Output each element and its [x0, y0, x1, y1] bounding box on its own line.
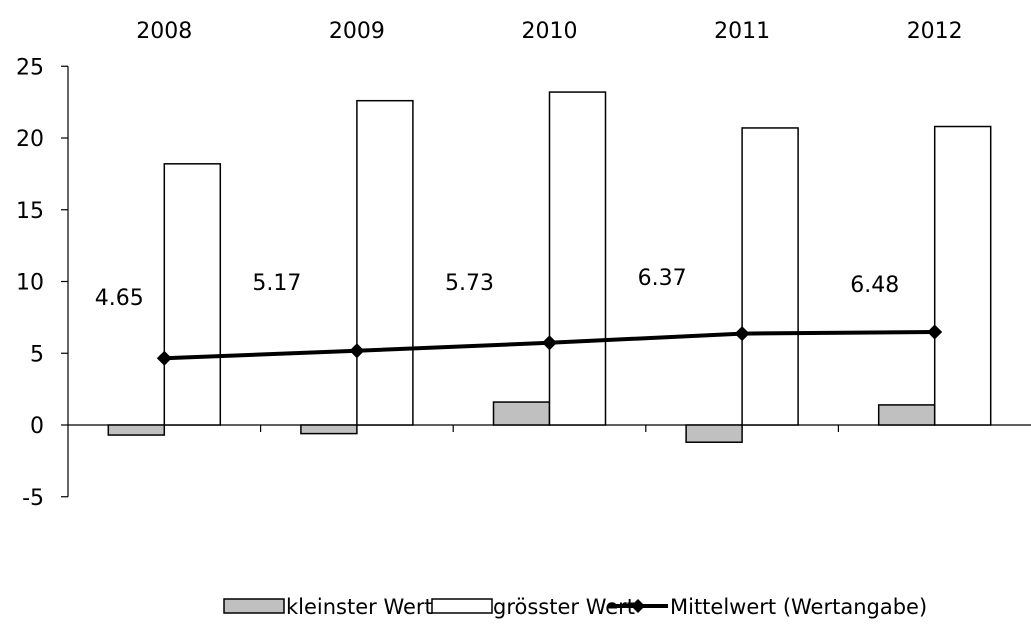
- bar-groesster-wert: [356, 99, 414, 426]
- bar-groesster-wert: [933, 125, 992, 426]
- y-tick-label: 15: [16, 199, 44, 224]
- bar-kleinster-wert: [877, 404, 936, 426]
- bar-kleinster-wert: [107, 424, 166, 436]
- category-label: 2008: [136, 19, 192, 44]
- mean-marker: [349, 343, 365, 359]
- y-tick-label: -5: [22, 486, 44, 511]
- legend-label-kleinster-wert: kleinster Wert: [286, 595, 433, 619]
- y-axis: 25 20 15 10 5 0 -5: [16, 55, 69, 511]
- data-label: 6.37: [638, 266, 687, 291]
- category-label: 2011: [714, 19, 770, 44]
- category-label: 2009: [329, 19, 385, 44]
- legend-label-mittelwert: Mittelwert (Wertangabe): [670, 595, 927, 619]
- legend: kleinster Wert grösster Wert Mittelwert (W…: [223, 595, 927, 619]
- bar-kleinster-wert: [300, 424, 358, 435]
- category-label: 2010: [522, 19, 578, 44]
- bars: [107, 91, 992, 443]
- y-tick-label: 0: [30, 414, 44, 439]
- data-label: 5.73: [445, 271, 494, 296]
- data-label: 4.65: [95, 286, 144, 311]
- data-label: 6.48: [850, 273, 899, 298]
- data-labels: 4.65 5.17 5.73 6.37 6.48: [95, 266, 899, 311]
- data-label: 5.17: [252, 271, 301, 296]
- bar-groesster-wert: [163, 163, 222, 426]
- bar-groesster-wert: [741, 127, 799, 426]
- y-tick-label: 20: [16, 127, 44, 152]
- bar-kleinster-wert: [492, 401, 551, 426]
- mean-marker: [734, 326, 750, 342]
- legend-swatch-kleinster-wert: [223, 598, 285, 614]
- mean-marker: [542, 335, 557, 351]
- y-tick-label: 25: [16, 55, 44, 80]
- y-tick-label: 10: [16, 271, 44, 296]
- mean-marker: [156, 350, 172, 366]
- mean-marker: [927, 324, 943, 340]
- bar-groesster-wert: [548, 91, 607, 426]
- legend-swatch-groesster-wert: [431, 598, 493, 614]
- mean-line-series: [156, 324, 943, 366]
- bar-kleinster-wert: [685, 424, 743, 443]
- category-label: 2012: [907, 19, 963, 44]
- y-tick-label: 5: [30, 342, 44, 367]
- legend-marker-mittelwert: [631, 599, 645, 613]
